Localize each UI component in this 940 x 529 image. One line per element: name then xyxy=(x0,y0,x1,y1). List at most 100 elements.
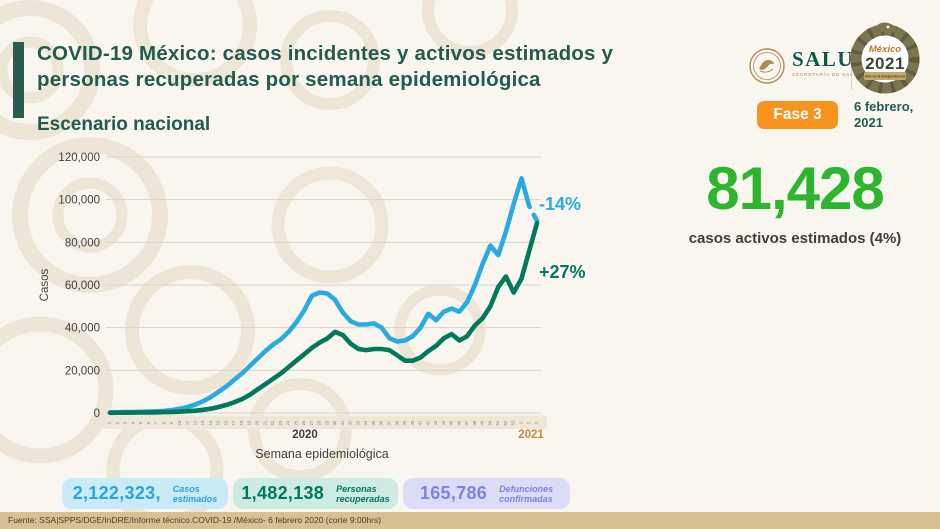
x-tick-label: 31 xyxy=(340,420,345,425)
x-axis-year-2021: 2021 xyxy=(518,429,544,441)
page-title-line2: personas recuperadas por semana epidemio… xyxy=(37,68,541,91)
stat-value: 165,786 xyxy=(419,483,488,503)
x-tick-label: 22 xyxy=(270,420,275,425)
stat-label: Defunciones confirmadas xyxy=(499,483,554,504)
report-date: 6 febrero, 2021 xyxy=(854,99,914,130)
serpent-head-icon xyxy=(875,22,898,34)
y-tick-label: 60,000 xyxy=(65,280,100,292)
x-tick-label: 1 xyxy=(518,421,523,424)
badge-year-text: 2021 xyxy=(865,54,905,73)
y-tick-label: 20,000 xyxy=(65,365,100,377)
x-tick-label: 13 xyxy=(200,420,205,425)
x-tick-label: 32 xyxy=(348,420,353,425)
x-tick-label: 35 xyxy=(371,420,376,425)
page-title-line1: COVID-19 México: casos incidentes y acti… xyxy=(37,42,614,65)
source-footer: Fuente: SSA|SPPS/DGE/InDRE/Informe técni… xyxy=(0,512,940,529)
badge-mexico-text: México xyxy=(869,44,901,55)
x-tick-label: 44 xyxy=(441,420,446,425)
x-tick-label: 26 xyxy=(301,420,306,425)
x-axis-strip xyxy=(104,415,547,429)
stat-label: Personas recuperadas xyxy=(336,483,390,504)
x-tick-label: 18 xyxy=(239,420,244,425)
x-tick-label: 14 xyxy=(208,420,213,425)
x-tick-label: 23 xyxy=(278,420,283,425)
x-tick-label: 7 xyxy=(154,421,159,424)
x-tick-label: 2 xyxy=(115,421,120,424)
stat-value: 1,482,138 xyxy=(241,483,325,503)
stat-label: Casos estimados xyxy=(172,483,218,504)
y-tick-label: 40,000 xyxy=(65,323,100,335)
x-tick-label: 15 xyxy=(216,420,221,425)
x-tick-label: 45 xyxy=(449,420,454,425)
x-tick-label: 37 xyxy=(386,420,391,425)
x-tick-label: 10 xyxy=(177,420,182,425)
x-tick-label: 27 xyxy=(309,420,314,425)
badge-independencia-text: Año de la Independencia xyxy=(865,75,905,79)
chart: 120,000 100,000 80,000 60,000 40,000 20,000 0 1… xyxy=(58,152,547,429)
y-tick-label: 120,000 xyxy=(58,152,100,164)
x-tick-label: 25 xyxy=(293,420,298,425)
x-tick-label: 28 xyxy=(317,420,322,425)
stat-casos-estimados: 2,122,323, Casos estimados xyxy=(62,478,228,509)
x-tick-label: 19 xyxy=(247,420,252,425)
x-tick-label: 40 xyxy=(410,420,415,425)
y-tick-label: 0 xyxy=(94,408,100,420)
stat-defunciones-confirmadas: 165,786 Defunciones confirmadas xyxy=(403,478,570,509)
series-line-0 xyxy=(107,175,532,415)
x-tick-label: 4 xyxy=(130,421,135,424)
x-tick-label: 17 xyxy=(231,420,236,425)
x-tick-label: 41 xyxy=(418,420,423,425)
x-tick-label: 24 xyxy=(286,420,291,425)
x-tick-label: 33 xyxy=(355,420,360,425)
x-tick-label: 39 xyxy=(402,420,407,425)
x-tick-label: 53 xyxy=(511,420,516,425)
x-tick-label: 29 xyxy=(324,420,329,425)
x-tick-label: 12 xyxy=(192,420,197,425)
stat-value: 2,122,323, xyxy=(72,483,161,503)
stat-personas-recuperadas: 1,482,138 Personas recuperadas xyxy=(233,478,398,509)
x-tick-label: 16 xyxy=(223,420,228,425)
x-tick-label: 2 xyxy=(526,421,531,424)
x-tick-label: 3 xyxy=(534,421,539,424)
x-tick-label: 30 xyxy=(332,420,337,425)
x-tick-label: 5 xyxy=(138,421,143,424)
salud-eagle-icon xyxy=(749,48,785,84)
title-accent-bar xyxy=(13,42,24,118)
x-tick-label: 11 xyxy=(185,420,190,425)
annotation-incidentes-change: -14% xyxy=(539,194,582,214)
series-line-0-tail xyxy=(526,203,540,224)
x-tick-label: 6 xyxy=(146,421,151,424)
page-subtitle: Escenario nacional xyxy=(37,114,211,135)
x-tick-label: 38 xyxy=(394,420,399,425)
series-line-1 xyxy=(107,220,540,416)
x-tick-label: 3 xyxy=(123,421,128,424)
annotation-recuperadas-change: +27% xyxy=(539,262,586,282)
x-tick-label: 21 xyxy=(262,420,267,425)
salud-logo-subtitle: SECRETARÍA DE SALUD xyxy=(792,72,863,77)
fase-3-badge: Fase 3 xyxy=(757,101,838,129)
x-tick-label: 52 xyxy=(503,420,508,425)
x-tick-label: 9 xyxy=(169,421,174,424)
x-tick-label: 36 xyxy=(379,420,384,425)
x-axis-title: Semana epidemiológica xyxy=(255,447,389,461)
y-tick-label: 100,000 xyxy=(58,195,100,207)
x-tick-label: 51 xyxy=(495,420,500,425)
x-tick-label: 50 xyxy=(487,420,492,425)
page-title: COVID-19 México: casos incidentes y acti… xyxy=(37,41,697,93)
x-tick-label: 42 xyxy=(425,420,430,425)
x-tick-label: 20 xyxy=(255,420,260,425)
active-cases-caption: casos activos estimados (4%) xyxy=(688,230,902,247)
x-tick-label: 34 xyxy=(363,420,368,425)
x-tick-label: 1 xyxy=(107,421,112,424)
y-tick-label: 80,000 xyxy=(65,237,100,249)
x-tick-label: 49 xyxy=(480,420,485,425)
x-tick-label: 46 xyxy=(456,420,461,425)
active-cases-highlight: 81,428 casos activos estimados (4%) xyxy=(645,155,940,248)
y-axis-title: Casos xyxy=(39,268,51,302)
active-cases-value: 81,428 xyxy=(706,155,885,222)
x-axis-year-2020: 2020 xyxy=(292,429,318,441)
logo-separator xyxy=(851,46,852,90)
mexico-2021-badge: México 2021 Año de la Independencia xyxy=(850,22,920,94)
